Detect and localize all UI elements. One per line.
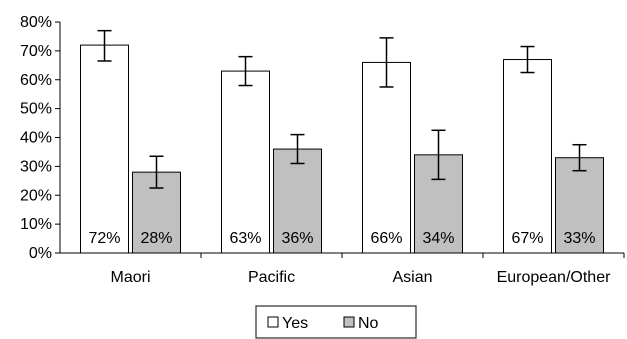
y-tick-label: 70% <box>20 43 52 60</box>
bar-no <box>273 148 322 254</box>
legend-box <box>255 305 417 339</box>
legend-swatch-no <box>343 316 355 328</box>
legend: Yes No <box>255 305 417 339</box>
y-tick-label: 80% <box>20 14 52 31</box>
legend-label-no: No <box>358 315 379 332</box>
bar-no <box>555 157 604 254</box>
y-tick-label: 30% <box>20 158 52 175</box>
data-label: 36% <box>281 230 313 247</box>
data-label: 34% <box>422 230 454 247</box>
bar-yes <box>221 70 270 254</box>
bar-yes <box>80 44 129 254</box>
legend-swatch-yes <box>267 316 279 328</box>
y-tick-label: 60% <box>20 72 52 89</box>
data-label: 33% <box>563 230 595 247</box>
data-label: 63% <box>229 230 261 247</box>
y-tick-label: 50% <box>20 101 52 118</box>
bar-yes <box>362 61 411 254</box>
data-label: 28% <box>140 230 172 247</box>
y-tick-label: 10% <box>20 216 52 233</box>
x-category-label: Maori <box>110 269 150 286</box>
y-tick-label: 0% <box>29 245 52 262</box>
y-tick-label: 40% <box>20 130 52 147</box>
data-label: 66% <box>370 230 402 247</box>
x-category-label: Pacific <box>248 269 295 286</box>
data-label: 72% <box>88 230 120 247</box>
data-label: 67% <box>511 230 543 247</box>
x-category-label: Asian <box>392 269 432 286</box>
y-tick-label: 20% <box>20 187 52 204</box>
legend-label-yes: Yes <box>282 315 308 332</box>
plot-area: 0% 10% 20% 30% 40% 50% 60% 70% 80% 72% 28% Maori 63%… <box>20 14 625 286</box>
bar-yes <box>503 59 552 254</box>
x-category-label: European/Other <box>497 269 612 286</box>
